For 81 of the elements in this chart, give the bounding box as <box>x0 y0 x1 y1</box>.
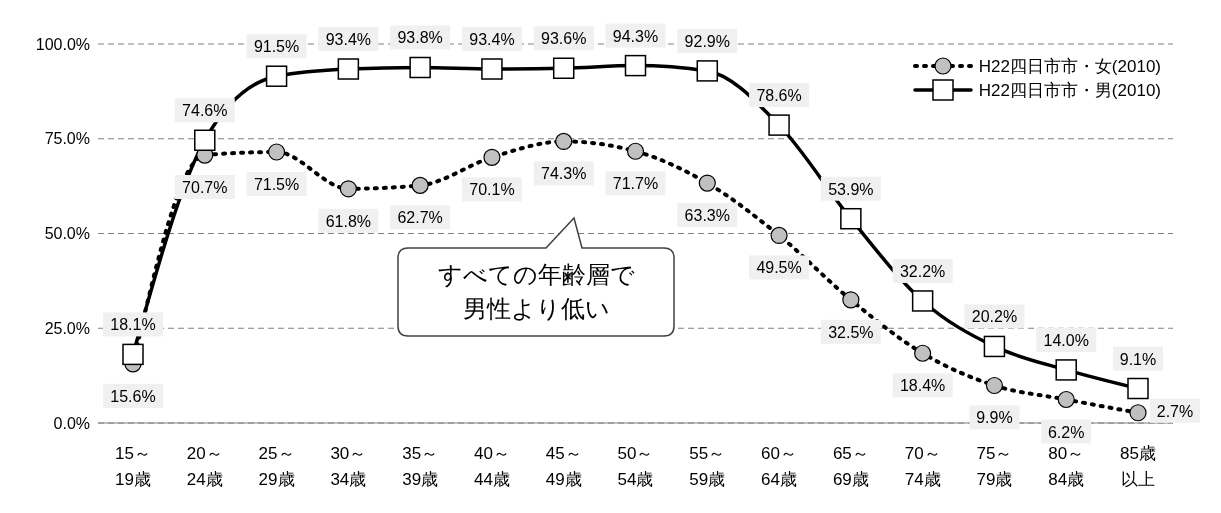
annotation: すべての年齢層で男性より低い <box>436 260 636 324</box>
x-tick-label: 45～ 49歳 <box>545 444 582 489</box>
data-label: 18.4% <box>899 377 946 395</box>
point <box>1127 377 1149 400</box>
point <box>696 60 719 82</box>
x-tick-label: 25～ 29歳 <box>258 444 295 489</box>
data-label: 93.4% <box>325 31 372 49</box>
data-label: 9.9% <box>976 409 1013 427</box>
x-tick-label: 65～ 69歳 <box>832 444 869 489</box>
x-tick-label: 20～ 24歳 <box>186 444 223 489</box>
legend-label: H22四日市市・男(2010) <box>978 79 1161 102</box>
point <box>698 174 716 192</box>
data-label: 2.7% <box>1156 402 1194 420</box>
point <box>983 335 1006 358</box>
data-label: 93.6% <box>541 30 587 48</box>
data-label: 78.6% <box>756 87 802 105</box>
data-label: 62.7% <box>397 209 443 227</box>
point <box>339 180 357 198</box>
x-tick-label: 55～ 59歳 <box>689 444 726 489</box>
point <box>122 343 144 366</box>
point <box>337 58 360 80</box>
point <box>1055 359 1077 381</box>
x-tick-label: 30～ 34歳 <box>330 444 367 489</box>
data-label: 18.1% <box>110 316 156 334</box>
data-label: 71.7% <box>612 175 659 193</box>
data-label: 71.5% <box>253 176 300 194</box>
data-label: 32.2% <box>899 262 946 280</box>
x-tick-label: 85歳以上 <box>1120 444 1156 489</box>
point <box>768 114 790 136</box>
point <box>481 58 503 80</box>
data-label: 14.0% <box>1043 331 1089 349</box>
point <box>267 143 286 161</box>
data-label: 9.1% <box>1119 350 1157 368</box>
data-label: 93.8% <box>397 29 443 47</box>
data-label: 74.6% <box>182 102 228 120</box>
x-tick-label: 75～ 79歳 <box>976 444 1013 489</box>
point <box>265 65 288 87</box>
data-label: 91.5% <box>253 38 300 56</box>
point <box>914 344 932 362</box>
point <box>483 148 501 166</box>
point <box>842 291 860 309</box>
point <box>552 57 575 80</box>
y-tick-label: 50.0% <box>44 225 90 243</box>
y-tick-label: 75.0% <box>44 130 90 148</box>
point <box>911 290 934 312</box>
data-label: 6.2% <box>1047 423 1085 441</box>
x-tick-label: 80～ 84歳 <box>1048 444 1085 489</box>
data-label: 94.3% <box>612 27 659 45</box>
data-label: 15.6% <box>110 387 156 405</box>
y-tick-label: 100.0% <box>35 35 90 53</box>
point <box>555 132 573 150</box>
x-tick-label: 35～ 39歳 <box>402 444 439 489</box>
data-label: 92.9% <box>684 32 730 50</box>
data-label: 70.7% <box>182 179 228 197</box>
data-label: 49.5% <box>756 259 802 277</box>
data-label: 70.1% <box>469 181 515 199</box>
y-tick-label: 25.0% <box>44 319 90 337</box>
data-label: 20.2% <box>971 308 1018 326</box>
point <box>409 56 431 79</box>
x-tick-label: 60～ 64歳 <box>761 444 798 489</box>
legend-label: H22四日市市・女(2010) <box>978 55 1161 78</box>
x-tick-label: 70～ 74歳 <box>904 444 941 489</box>
data-label: 74.3% <box>541 165 587 183</box>
x-tick-label: 50～ 54歳 <box>617 444 654 489</box>
data-label: 63.3% <box>684 207 730 225</box>
point <box>770 226 788 244</box>
y-tick-label: 0.0% <box>53 414 90 432</box>
x-tick-label: 15～ 19歳 <box>115 444 151 489</box>
data-label: 61.8% <box>325 212 372 230</box>
point <box>624 54 647 77</box>
point <box>411 176 429 194</box>
data-label: 93.4% <box>469 31 515 49</box>
data-label: 53.9% <box>828 180 874 198</box>
point <box>1057 390 1075 409</box>
x-tick-label: 40～ 44歳 <box>473 444 510 489</box>
point <box>1129 404 1147 422</box>
point <box>840 207 862 230</box>
point <box>626 142 645 160</box>
point <box>194 129 216 152</box>
point <box>985 376 1004 395</box>
data-label: 32.5% <box>828 323 874 341</box>
